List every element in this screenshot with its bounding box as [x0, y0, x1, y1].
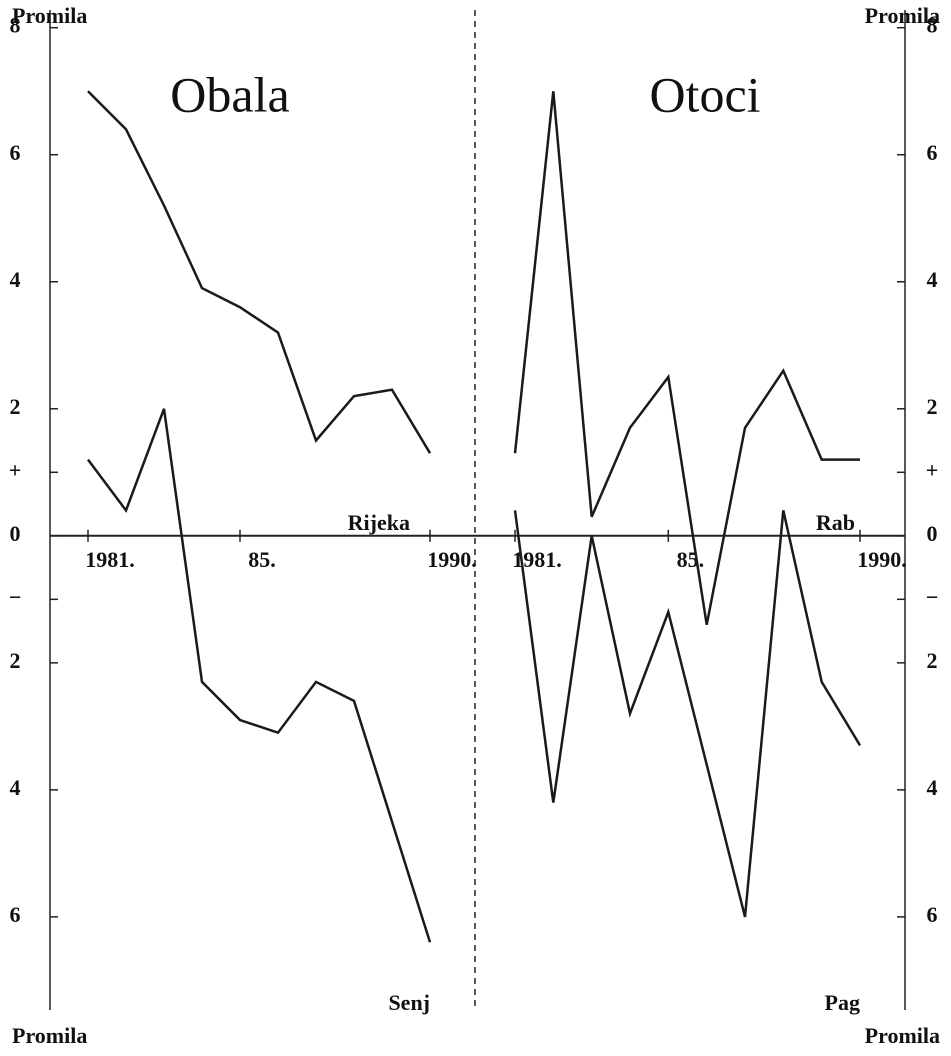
y-tick-label: 0 [10, 521, 21, 546]
y-axis-label: Promila [865, 3, 940, 28]
line-series [86, 408, 432, 943]
x-tick-label: 1990. [427, 547, 477, 572]
y-tick-label: 4 [927, 267, 938, 292]
y-tick-label: 6 [927, 902, 938, 927]
x-tick-label: 1990. [857, 547, 907, 572]
y-tick-label: 6 [927, 140, 938, 165]
y-tick-label: 2 [927, 394, 938, 419]
y-tick-label: 2 [10, 648, 21, 673]
y-tick-label: 6 [10, 902, 21, 927]
y-tick-label: 2 [927, 648, 938, 673]
line-series [87, 90, 432, 454]
series-label: Rab [816, 510, 855, 535]
y-axis-label: Promila [865, 1023, 940, 1048]
line-series [513, 91, 860, 625]
x-tick-label: 1981. [85, 547, 135, 572]
y-axis-label: Promila [12, 1023, 87, 1048]
y-tick-label: 4 [10, 775, 21, 800]
y-tick-label: − [9, 584, 22, 609]
y-tick-label: 2 [10, 394, 21, 419]
y-tick-label: + [9, 457, 22, 482]
y-tick-label: − [926, 584, 939, 609]
x-tick-label: 85. [248, 547, 276, 572]
series-label: Pag [825, 990, 860, 1015]
line-series [513, 510, 862, 918]
x-tick-label: 85. [677, 547, 705, 572]
y-tick-label: 4 [927, 775, 938, 800]
y-axis-label: Promila [12, 3, 87, 28]
y-tick-label: + [926, 457, 939, 482]
series-label: Senj [388, 990, 430, 1015]
y-tick-label: 4 [10, 267, 21, 292]
panel-title: Otoci [649, 66, 760, 122]
y-tick-label: 6 [10, 140, 21, 165]
series-label: Rijeka [348, 510, 410, 535]
y-tick-label: 8 [10, 13, 21, 38]
panel-title: Obala [170, 66, 289, 122]
y-tick-label: 8 [927, 13, 938, 38]
y-tick-label: 0 [927, 521, 938, 546]
